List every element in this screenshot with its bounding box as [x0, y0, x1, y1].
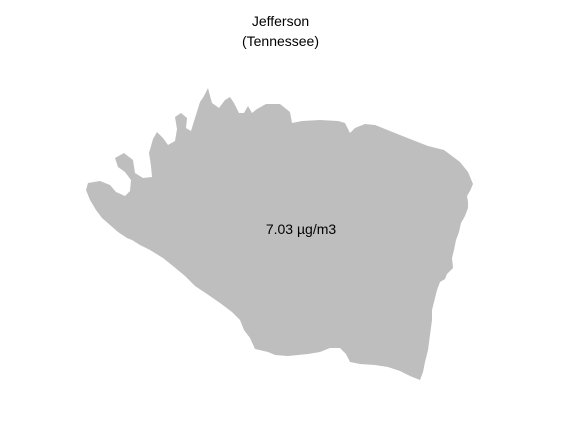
state-name: (Tennessee)	[241, 33, 320, 49]
county-name: Jefferson	[251, 13, 310, 29]
map-title-block: Jefferson (Tennessee)	[0, 11, 561, 51]
county-shape	[86, 88, 473, 380]
county-value-label: 7.03 µg/m3	[266, 221, 337, 237]
